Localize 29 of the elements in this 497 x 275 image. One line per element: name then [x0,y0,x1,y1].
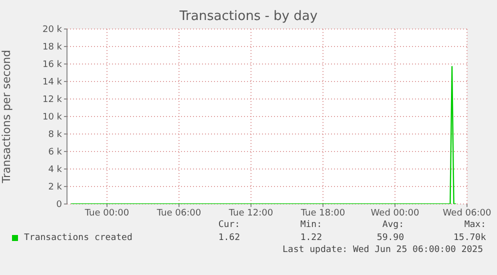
y-tick-label: 2 k [48,182,63,193]
text: Avg: [381,220,404,230]
x-tick-label: Wed 00:00 [370,208,420,218]
text: 1.62 [217,233,240,243]
text: Last update: Wed Jun 25 06:00:00 2025 [282,245,483,255]
y-tick-label: 16 k [42,60,63,70]
x-tick-label: Tue 06:00 [156,208,202,218]
y-tick-label: 12 k [42,95,63,106]
y-tick-label: 4 k [48,165,63,176]
y-tick-label: 6 k [48,148,63,158]
x-tick-label: Tue 12:00 [228,208,274,218]
legend-label: Transactions created [24,233,132,243]
text: 15.70k [452,233,486,243]
x-tick-label: Wed 06:00 [442,208,492,218]
text: 59.90 [376,233,404,243]
x-tick-label: Tue 00:00 [84,208,130,218]
y-tick-label: 14 k [42,78,63,88]
x-tick-label: Tue 18:00 [300,208,346,218]
y-tick-label: 20 k [42,25,63,36]
y-tick-label: 10 k [42,112,63,123]
text: Cur: [217,220,240,230]
text: 1.22 [299,233,322,243]
text: Max: [463,220,486,230]
text: Min: [299,220,322,230]
y-tick-label: 0 [56,200,62,210]
y-tick-label: 8 k [48,130,63,140]
chart-title: Transactions - by day [178,9,319,24]
y-tick-label: 18 k [42,42,63,53]
y-axis-title: Transactions per second [0,50,13,184]
